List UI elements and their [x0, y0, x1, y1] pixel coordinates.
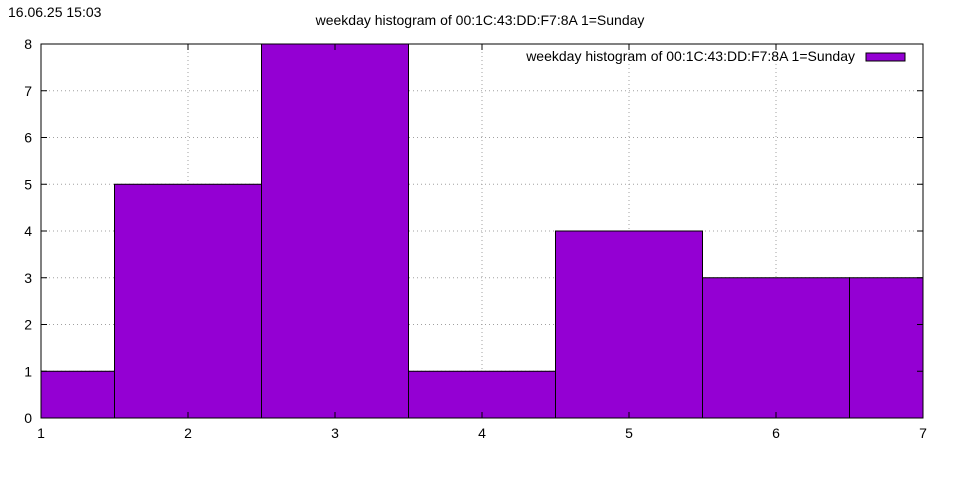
histogram-bar	[555, 230, 703, 419]
histogram-bar	[408, 370, 556, 419]
x-tick-label: 5	[625, 425, 633, 441]
y-tick-label: 2	[24, 317, 32, 333]
x-tick-label: 1	[37, 425, 45, 441]
histogram-bar	[261, 43, 409, 419]
y-tick-label: 0	[24, 410, 32, 426]
y-tick-label: 8	[24, 36, 32, 52]
y-tick-label: 4	[24, 223, 32, 239]
histogram-bar	[40, 370, 115, 419]
y-tick-label: 5	[24, 176, 32, 192]
legend-label: weekday histogram of 00:1C:43:DD:F7:8A 1…	[525, 48, 855, 64]
x-tick-label: 4	[478, 425, 486, 441]
timestamp: 16.06.25 15:03	[8, 4, 102, 20]
x-tick-label: 3	[331, 425, 339, 441]
chart-title: weekday histogram of 00:1C:43:DD:F7:8A 1…	[315, 12, 645, 28]
x-tick-label: 6	[772, 425, 780, 441]
y-tick-label: 1	[24, 363, 32, 379]
x-tick-label: 2	[184, 425, 192, 441]
y-tick-label: 7	[24, 83, 32, 99]
x-tick-label: 7	[919, 425, 927, 441]
y-tick-label: 6	[24, 130, 32, 146]
y-tick-label: 3	[24, 270, 32, 286]
legend: weekday histogram of 00:1C:43:DD:F7:8A 1…	[525, 48, 906, 64]
histogram-bar	[702, 277, 850, 419]
histogram-bar	[114, 183, 262, 419]
legend-swatch	[865, 52, 906, 62]
histogram-bar	[849, 277, 924, 419]
